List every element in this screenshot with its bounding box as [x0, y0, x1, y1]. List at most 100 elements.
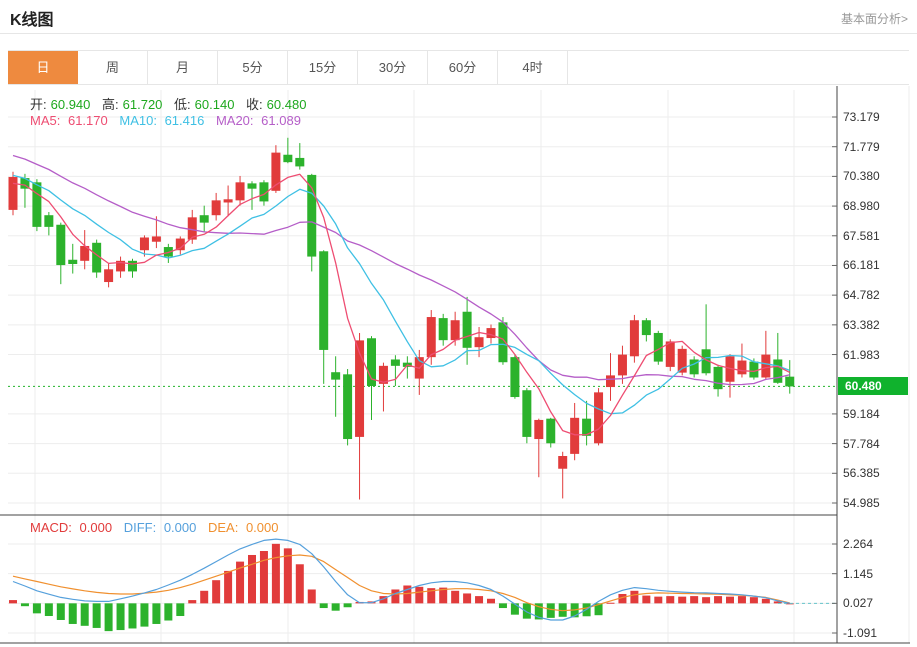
- candle: [378, 362, 388, 412]
- candle: [307, 173, 317, 272]
- candle: [151, 216, 161, 249]
- tab-日[interactable]: 日: [8, 51, 78, 84]
- candle: [785, 360, 795, 394]
- high-value: 61.720: [122, 97, 163, 112]
- candle: [283, 137, 293, 164]
- candle: [20, 173, 30, 208]
- ma5-value: 61.170: [67, 113, 108, 128]
- dea-value: 0.000: [245, 520, 279, 535]
- axis-tick-label: 66.181: [843, 258, 880, 273]
- candle: [641, 318, 651, 342]
- candle: [498, 317, 508, 365]
- candle: [653, 330, 663, 365]
- axis-tick-label: 63.382: [843, 317, 880, 332]
- candle: [582, 400, 592, 446]
- candle: [534, 418, 544, 478]
- candle: [677, 345, 687, 376]
- current-price-badge: 60.480: [838, 377, 908, 396]
- candle: [139, 235, 149, 257]
- tab-30分[interactable]: 30分: [358, 51, 428, 84]
- ma10-label: MA10:: [119, 113, 157, 128]
- ma10-line: [12, 174, 790, 415]
- grid-layer: [8, 86, 910, 643]
- axis-tick-label: 64.782: [843, 288, 880, 303]
- candle: [761, 330, 771, 380]
- axis-tick-label: 73.179: [843, 110, 880, 124]
- candle: [56, 222, 66, 285]
- candle: [116, 256, 126, 278]
- tab-5分[interactable]: 5分: [218, 51, 288, 84]
- tab-60分[interactable]: 60分: [428, 51, 498, 84]
- candle: [546, 417, 556, 448]
- dea-label: DEA:: [207, 520, 239, 535]
- candle: [486, 324, 496, 344]
- ohlc-legend: 开: 60.940 高: 61.720 低: 60.140 收: 60.480: [30, 94, 314, 113]
- candle: [223, 185, 233, 217]
- candle: [92, 239, 102, 278]
- kline-chart: 开: 60.940 高: 61.720 低: 60.140 收: 60.480 MA5:…: [0, 86, 917, 647]
- tab-4时[interactable]: 4时: [498, 51, 568, 84]
- candle: [175, 236, 185, 255]
- axis-tick-label: 57.784: [843, 436, 880, 451]
- candle: [271, 145, 281, 193]
- diff-curve: [12, 538, 790, 621]
- candle: [510, 354, 520, 399]
- candle: [355, 332, 365, 500]
- candle: [128, 258, 137, 278]
- macd-legend: MACD: 0.000 DIFF: 0.000 DEA: 0.000: [30, 520, 287, 535]
- candle: [390, 355, 400, 386]
- candle: [163, 243, 173, 263]
- diff-value: 0.000: [163, 520, 197, 535]
- candle: [331, 356, 341, 417]
- axis-tick-label: 70.380: [843, 169, 880, 184]
- candle: [629, 314, 639, 363]
- macd-value: 0.000: [79, 520, 113, 535]
- low-value: 60.140: [194, 97, 235, 112]
- close-label: 收:: [246, 97, 263, 112]
- candles-layer: [8, 137, 795, 500]
- candle: [725, 354, 735, 398]
- axis-tick-label: 2.264: [843, 537, 874, 551]
- tab-15分[interactable]: 15分: [288, 51, 358, 84]
- ma20-label: MA20:: [215, 113, 254, 128]
- fundamental-analysis-link[interactable]: 基本面分析>: [840, 12, 908, 26]
- macd-bars: [9, 543, 794, 632]
- title-divider: [0, 33, 917, 34]
- candle: [606, 353, 615, 401]
- axis-tick-label: 68.980: [843, 199, 880, 214]
- ma5-label: MA5:: [30, 113, 61, 128]
- candle: [319, 250, 329, 384]
- tab-周[interactable]: 周: [78, 51, 148, 84]
- axis-line: [0, 86, 910, 644]
- ma20-value: 61.089: [261, 113, 301, 128]
- candle: [737, 343, 747, 378]
- candle: [32, 179, 42, 232]
- candle: [773, 332, 783, 384]
- candle: [199, 205, 209, 233]
- candle: [426, 310, 436, 365]
- axis-tick-label: 0.027: [843, 596, 874, 611]
- candle: [44, 212, 54, 236]
- candle: [104, 262, 114, 288]
- low-label: 低:: [174, 97, 191, 112]
- candle: [665, 339, 675, 372]
- page-title: K线图: [10, 12, 54, 29]
- ma20-line: [12, 154, 790, 386]
- ma5-line: [12, 173, 791, 436]
- high-label: 高:: [102, 97, 119, 112]
- candle: [402, 356, 412, 379]
- candle: [68, 243, 78, 274]
- candle: [295, 143, 305, 170]
- ma-legend: MA5: 61.170 MA10: 61.416 MA20: 61.089: [30, 113, 309, 128]
- axis-tick-label: 59.184: [843, 406, 880, 421]
- tab-月[interactable]: 月: [148, 51, 218, 84]
- candle: [247, 181, 257, 210]
- axis-tick-label: 54.985: [843, 496, 880, 510]
- open-label: 开:: [30, 97, 47, 112]
- candle: [617, 345, 627, 384]
- candle: [211, 192, 221, 221]
- candle: [343, 369, 353, 446]
- candle: [474, 327, 484, 358]
- diff-label: DIFF:: [123, 520, 157, 535]
